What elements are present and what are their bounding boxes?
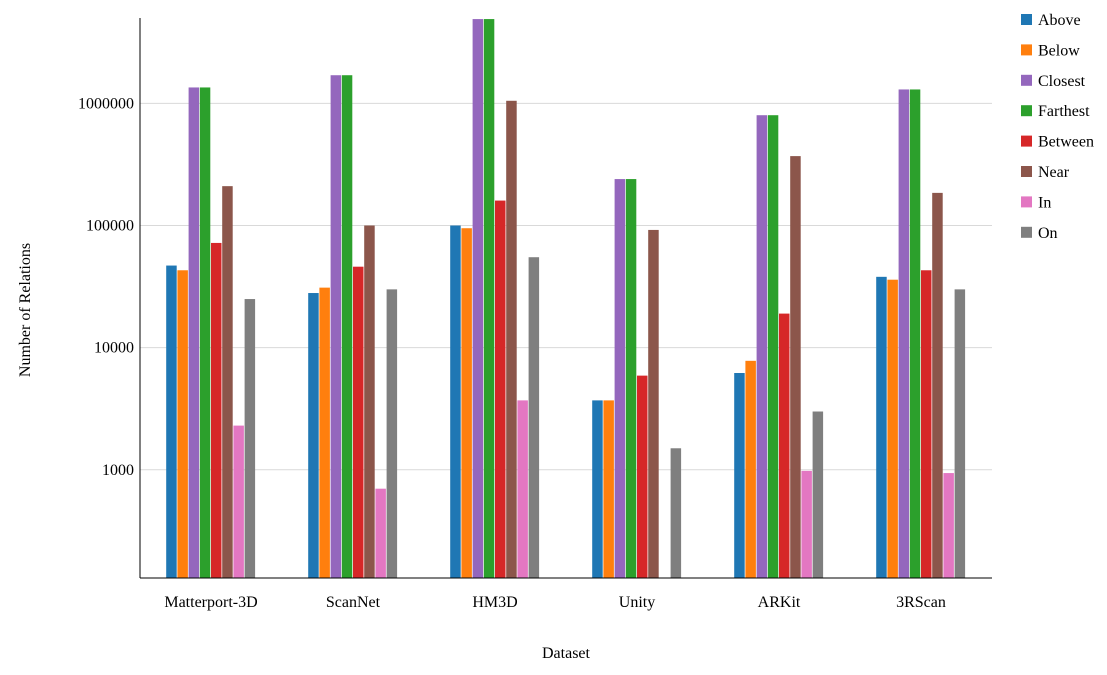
bar-between-arkit xyxy=(779,313,790,578)
bar-below-arkit xyxy=(745,360,756,578)
bar-closest-matterport-3d xyxy=(188,87,200,578)
bar-above-matterport-3d xyxy=(166,265,177,578)
bar-below-matterport-3d xyxy=(177,270,188,578)
bar-on-arkit xyxy=(812,411,824,578)
legend-label-farthest: Farthest xyxy=(1038,103,1090,120)
bar-between-unity xyxy=(637,375,648,578)
bar-closest-3rscan xyxy=(898,89,910,579)
bar-farthest-3rscan xyxy=(909,89,921,579)
legend-swatch-near xyxy=(1021,166,1032,177)
bar-above-hm3d xyxy=(450,225,461,578)
bar-on-matterport-3d xyxy=(244,299,256,578)
legend: Above Below Closest Farthest Between Near In On xyxy=(1021,12,1094,242)
bar-near-3rscan xyxy=(932,192,943,578)
legend-label-between: Between xyxy=(1038,134,1094,151)
bar-on-hm3d xyxy=(528,257,540,578)
bar-farthest-hm3d xyxy=(483,19,495,579)
bar-above-unity xyxy=(592,400,603,578)
y-tick-labels: 1000 10000 100000 1000000 xyxy=(78,95,134,478)
y-tick-label: 100000 xyxy=(86,218,134,235)
y-axis-title: Number of Relations xyxy=(17,243,34,377)
bar-near-arkit xyxy=(790,156,801,578)
x-tick-labels: Matterport-3D ScanNet HM3D Unity ARKit 3RScan xyxy=(164,594,946,611)
x-tick-label: ARKit xyxy=(758,594,801,611)
bar-below-hm3d xyxy=(461,228,472,578)
legend-swatch-in xyxy=(1021,196,1032,208)
bar-above-arkit xyxy=(734,372,745,578)
bar-closest-hm3d xyxy=(472,19,484,579)
bar-in-matterport-3d xyxy=(233,425,244,578)
legend-label-above: Above xyxy=(1038,12,1081,29)
bar-near-scannet xyxy=(364,225,375,578)
bar-farthest-scannet xyxy=(341,75,353,578)
bar-below-scannet xyxy=(319,287,330,578)
bar-below-3rscan xyxy=(887,279,898,578)
bar-below-unity xyxy=(603,400,614,578)
x-tick-label: HM3D xyxy=(472,594,517,611)
legend-label-below: Below xyxy=(1038,42,1080,59)
x-tick-label: 3RScan xyxy=(896,594,946,611)
bar-farthest-matterport-3d xyxy=(199,87,211,578)
y-tick-label: 1000 xyxy=(102,462,134,479)
axes xyxy=(139,18,992,579)
bar-between-matterport-3d xyxy=(211,242,222,578)
bar-between-3rscan xyxy=(921,270,932,578)
x-tick-label: Matterport-3D xyxy=(164,594,257,611)
legend-label-on: On xyxy=(1038,225,1058,242)
bar-farthest-arkit xyxy=(767,115,779,579)
legend-label-near: Near xyxy=(1038,164,1070,181)
bar-closest-arkit xyxy=(756,115,768,579)
bar-in-hm3d xyxy=(517,400,528,578)
bar-between-scannet xyxy=(353,266,364,578)
legend-swatch-closest xyxy=(1021,74,1032,86)
bar-above-scannet xyxy=(308,293,319,578)
bar-above-3rscan xyxy=(876,276,887,578)
bar-closest-unity xyxy=(614,179,626,578)
legend-swatch-on xyxy=(1021,226,1032,238)
legend-swatch-between xyxy=(1021,135,1032,147)
x-axis-title: Dataset xyxy=(542,645,591,662)
bar-on-3rscan xyxy=(954,289,966,578)
bar-near-matterport-3d xyxy=(222,186,233,578)
bar-closest-scannet xyxy=(330,75,342,578)
legend-swatch-farthest xyxy=(1021,105,1032,117)
bar-on-scannet xyxy=(386,289,398,578)
x-tick-label: ScanNet xyxy=(326,594,381,611)
bar-near-hm3d xyxy=(506,100,517,579)
bar-between-hm3d xyxy=(495,200,506,578)
bar-in-3rscan xyxy=(943,473,954,578)
legend-swatch-below xyxy=(1021,44,1032,56)
y-tick-label: 10000 xyxy=(94,340,134,357)
x-tick-label: Unity xyxy=(619,594,655,611)
y-tick-label: 1000000 xyxy=(78,95,134,112)
bar-in-arkit xyxy=(801,470,812,578)
legend-label-closest: Closest xyxy=(1038,73,1086,90)
bar-near-unity xyxy=(648,229,659,578)
legend-swatch-above xyxy=(1021,14,1032,25)
gridlines xyxy=(140,102,992,471)
legend-label-in: In xyxy=(1038,194,1051,211)
bars xyxy=(166,19,966,579)
bar-farthest-unity xyxy=(625,179,637,578)
bar-on-unity xyxy=(670,448,682,578)
bar-in-scannet xyxy=(375,488,386,578)
